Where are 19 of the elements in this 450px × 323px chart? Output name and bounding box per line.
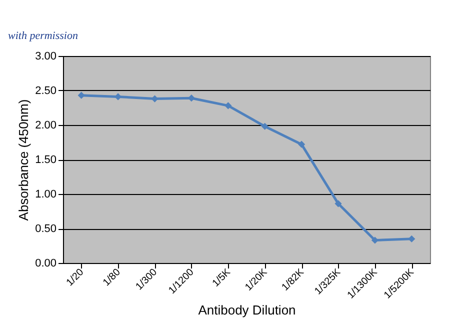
point [224,102,232,110]
point [114,93,122,100]
y-tick-label: 1.50 [35,154,56,166]
y-axis-title: Absorbance (450nm) [16,99,32,221]
x-axis-title: Antibody Dilution [198,302,296,318]
y-tick-label: 3.00 [35,50,56,62]
point [78,92,85,99]
y-tick-label: 0.00 [35,258,56,270]
text: with permission [8,30,78,42]
point [334,200,342,208]
y-tick-label: 2.00 [35,120,56,132]
y-tick-label: 0.50 [35,223,56,235]
point [408,235,416,242]
y-tick-label: 1.00 [35,188,56,200]
point [298,140,306,148]
y-tick-label: 2.50 [35,85,56,97]
point [261,122,268,130]
point [371,236,378,244]
point [151,95,158,102]
